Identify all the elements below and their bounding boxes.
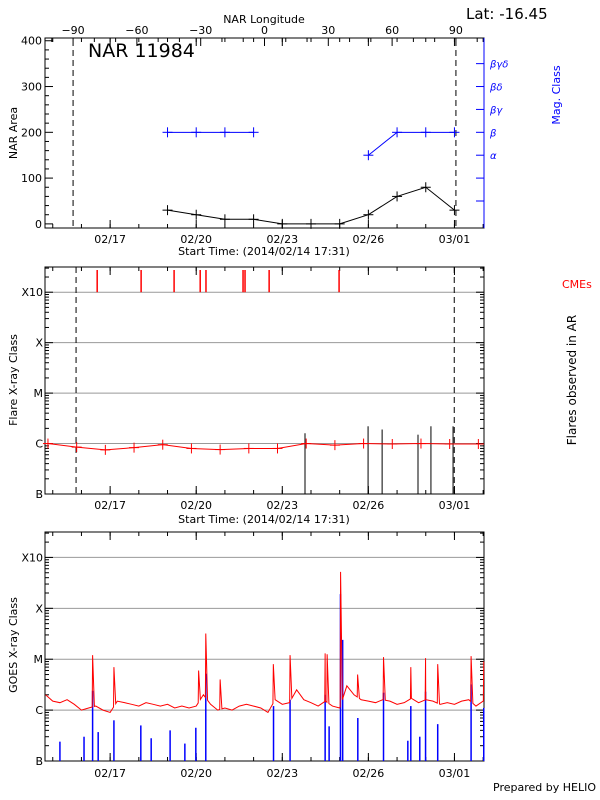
x-tick-label: 02/26 — [353, 499, 385, 512]
class-tick-label: X10 — [21, 551, 43, 564]
panel1-xlabel: Start Time: (2014/02/14 17:31) — [178, 245, 350, 258]
x-tick-label: 02/26 — [353, 233, 385, 246]
lon-tick-label: 90 — [449, 24, 463, 37]
x-tick-label: 02/26 — [353, 767, 385, 780]
lon-tick-label: 30 — [321, 24, 335, 37]
panel2-xlabel: Start Time: (2014/02/14 17:31) — [178, 513, 350, 526]
region-title: NAR 11984 — [88, 40, 195, 62]
nar-area-line — [167, 186, 455, 225]
y-tick-label: 0 — [35, 218, 42, 231]
mag-class-tick-label: βδ — [489, 83, 503, 94]
mag-class-tick-label: α — [490, 151, 497, 162]
panel1-ylabel: NAR Area — [7, 107, 20, 159]
x-tick-label: 03/01 — [439, 233, 471, 246]
lon-tick-label: 60 — [385, 24, 399, 37]
panel3-frame — [44, 531, 485, 762]
class-tick-label: X — [35, 337, 43, 350]
flare-class-panel: B C M X X10 02/17 02/20 02/23 02/26 03/01 — [21, 266, 485, 512]
class-tick-label: B — [35, 488, 43, 501]
x-tick-label: 02/17 — [94, 233, 126, 246]
x-tick-label: 02/23 — [266, 767, 298, 780]
y-tick-label: 100 — [21, 172, 42, 185]
x-tick-label: 02/17 — [94, 767, 126, 780]
class-tick-label: C — [35, 704, 43, 717]
lon-tick-label: −30 — [189, 24, 212, 37]
lon-tick-label: 0 — [261, 24, 268, 37]
lon-tick-label: −60 — [125, 24, 148, 37]
panel2-right-label: Flares observed in AR — [565, 315, 579, 445]
y-tick-label: 200 — [21, 126, 42, 139]
x-tick-label: 02/20 — [180, 767, 212, 780]
panel2-ylabel: Flare X-ray Class — [7, 334, 20, 426]
x-tick-label: 02/23 — [266, 499, 298, 512]
panel2-frame — [44, 266, 485, 495]
x-tick-label: 03/01 — [439, 767, 471, 780]
class-tick-label: X — [35, 602, 43, 615]
class-tick-label: X10 — [21, 286, 43, 299]
x-tick-label: 02/17 — [94, 499, 126, 512]
x-tick-label: 03/01 — [439, 499, 471, 512]
cme-label: CMEs — [562, 278, 592, 291]
mag-class-axis-title: Mag. Class — [550, 65, 563, 124]
mag-class-line — [368, 131, 455, 156]
class-tick-label: C — [35, 438, 43, 451]
class-tick-label: M — [34, 387, 44, 400]
x-tick-label: 02/20 — [180, 499, 212, 512]
panel3-ylabel: GOES X-ray Class — [7, 597, 20, 693]
x-tick-label: 02/23 — [266, 233, 298, 246]
goes-xray-panel: B C M X X10 02/17 02/20 02/23 02/26 03/01 — [21, 531, 485, 780]
class-tick-label: B — [35, 755, 43, 768]
class-tick-label: M — [34, 653, 44, 666]
mag-class-tick-label: βγδ — [489, 60, 508, 71]
lon-tick-label: −90 — [61, 24, 84, 37]
y-tick-label: 400 — [21, 35, 42, 48]
prepared-by-footer: Prepared by HELIO — [493, 781, 596, 794]
panel1-frame — [44, 37, 485, 229]
latitude-label: Lat: -16.45 — [466, 5, 548, 23]
x-tick-label: 02/20 — [180, 233, 212, 246]
longitude-axis-title: NAR Longitude — [223, 13, 305, 26]
mag-class-tick-label: βγ — [489, 105, 503, 116]
nar-area-panel: 02/17 02/20 02/23 02/26 03/010100200300400−9… — [21, 24, 508, 246]
y-tick-label: 300 — [21, 81, 42, 94]
mag-class-tick-label: β — [489, 128, 497, 139]
long-channel-line — [45, 571, 485, 714]
